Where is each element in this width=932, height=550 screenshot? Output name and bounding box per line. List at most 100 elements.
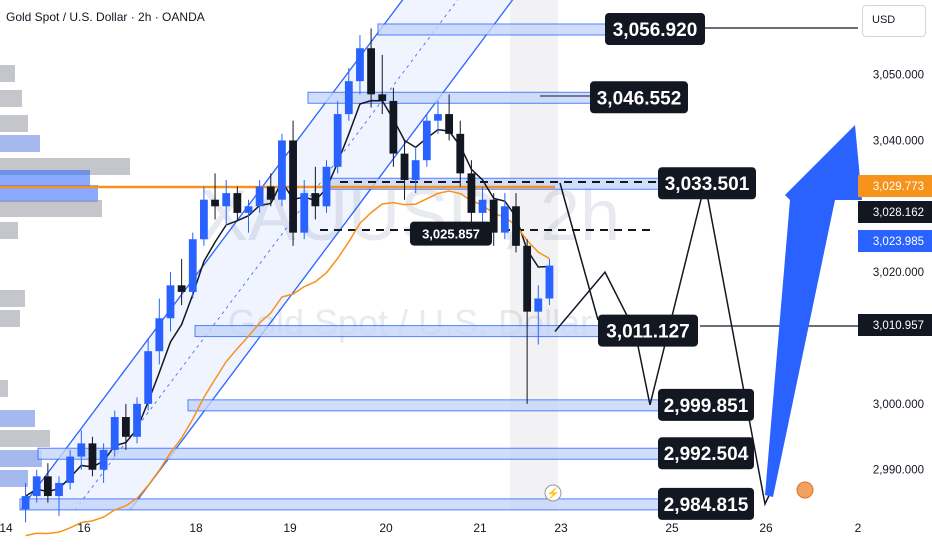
time-axis[interactable]: 14 16 18 19 20 21 23 25 26 2 xyxy=(0,521,862,535)
time-tick: 14 xyxy=(0,521,13,535)
profile-bar xyxy=(0,290,25,307)
candle-body xyxy=(445,114,454,134)
price-tag-bg xyxy=(858,314,932,336)
profile-bar xyxy=(0,65,15,82)
candle-body xyxy=(523,245,532,312)
profile-bar xyxy=(0,310,20,327)
candle-body xyxy=(422,120,431,161)
profile-bar xyxy=(0,90,22,107)
candle-body xyxy=(400,153,409,180)
candle-body xyxy=(188,239,197,292)
label-bg xyxy=(590,81,688,114)
candle-body xyxy=(177,285,186,292)
level-label: 2,984.815 xyxy=(664,495,749,516)
level-label: 3,056.920 xyxy=(613,20,698,41)
time-tick: 20 xyxy=(379,521,393,535)
candle-body xyxy=(244,206,253,213)
candle-body xyxy=(222,193,231,207)
price-tag-bg xyxy=(858,230,932,252)
candle-body xyxy=(300,193,309,233)
zone-2,999.851 xyxy=(187,399,661,412)
candle-body xyxy=(66,456,75,483)
candle-body xyxy=(211,199,219,207)
candle-body xyxy=(200,199,208,240)
candle-body xyxy=(333,114,342,167)
candle-body xyxy=(512,206,520,246)
price-tag: 3,028.162 xyxy=(873,207,924,219)
candle-body xyxy=(389,100,398,154)
profile-bar xyxy=(0,185,98,202)
profile-bar xyxy=(0,410,35,427)
price-tag: 3,010.957 xyxy=(873,320,924,332)
profile-bar xyxy=(0,170,90,187)
price-tag: 3,029.773 xyxy=(873,181,924,193)
candle-body xyxy=(434,114,442,121)
candle-body xyxy=(255,186,264,207)
price-tick: 3,000.000 xyxy=(873,399,924,411)
volume-profile xyxy=(0,65,130,487)
candle-body xyxy=(311,193,320,207)
candle-body xyxy=(32,476,41,497)
channel-lower xyxy=(129,0,514,511)
candle-body xyxy=(144,351,153,404)
level-label: 2,992.504 xyxy=(664,444,749,465)
candle-body xyxy=(456,133,465,174)
chart-header: Gold Spot / U.S. Dollar · 2h · OANDA xyxy=(6,10,205,24)
projected-path xyxy=(554,125,862,507)
zone-2,992.504 xyxy=(37,447,661,460)
label-bg xyxy=(410,221,492,246)
label-bg xyxy=(658,388,754,421)
price-tick: 3,020.000 xyxy=(873,267,924,279)
profile-bar xyxy=(0,430,50,447)
candle-body xyxy=(133,403,141,437)
candle-body xyxy=(110,417,119,450)
price-tick: 3,050.000 xyxy=(873,70,924,82)
projected-zigzag xyxy=(554,183,776,507)
level-labels: 3,056.920 3,046.552 3,033.501 3,025.857 3,01… xyxy=(410,13,756,520)
candle-body xyxy=(411,160,420,180)
label-bg xyxy=(598,314,698,347)
price-axis[interactable]: 3,050.000 3,040.000 3,020.000 3,000.000 2,99… xyxy=(858,70,932,477)
level-label: 3,046.552 xyxy=(597,88,682,109)
time-tick: 19 xyxy=(283,521,297,535)
candle-body xyxy=(322,166,331,207)
label-bg xyxy=(658,167,756,200)
price-tag-bg xyxy=(858,175,932,197)
profile-bar xyxy=(0,470,28,487)
candle-body xyxy=(344,81,353,115)
session-shade xyxy=(510,0,558,510)
zone-3,011.127 xyxy=(194,325,661,338)
level-label: 3,025.857 xyxy=(422,227,480,242)
flash-icon xyxy=(544,484,562,502)
candle-body xyxy=(88,443,97,470)
profile-bar xyxy=(0,115,28,132)
label-bg xyxy=(658,437,754,470)
candle-body xyxy=(356,48,364,82)
time-tick: 2 xyxy=(855,521,862,535)
channel-mid xyxy=(74,0,458,511)
path-drop xyxy=(559,182,599,321)
label-bg xyxy=(605,13,705,45)
profile-bar xyxy=(0,135,40,152)
channel-fill xyxy=(20,0,513,510)
candle-body xyxy=(233,193,242,213)
level-label: 3,033.501 xyxy=(665,174,750,195)
profile-bar xyxy=(0,222,18,239)
up-arrow xyxy=(765,125,862,497)
candle-body xyxy=(43,476,52,497)
candle-body xyxy=(478,199,487,213)
currency-button[interactable]: USD xyxy=(862,5,926,37)
price-tag-bg xyxy=(858,201,932,223)
candle-body xyxy=(266,186,275,200)
time-tick: 21 xyxy=(473,521,487,535)
price-tick: 3,040.000 xyxy=(873,135,924,147)
candles xyxy=(21,28,554,523)
event-icons: ⚡ xyxy=(544,481,814,502)
trend-channel xyxy=(19,0,558,511)
us-flag-icon xyxy=(796,481,814,499)
ema-slow xyxy=(25,190,550,537)
profile-bar xyxy=(0,200,102,217)
price-tick: 2,990.000 xyxy=(873,465,924,477)
level-label: 2,999.851 xyxy=(664,396,749,417)
